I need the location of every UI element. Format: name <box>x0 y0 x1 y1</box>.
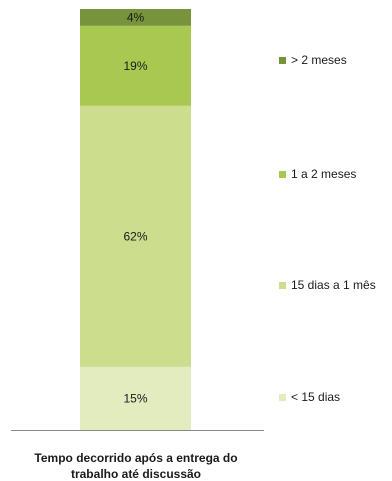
legend-label-3: > 2 meses <box>291 53 347 67</box>
category-label-line-1: Tempo decorrido após a entrega do <box>34 451 237 465</box>
legend-swatch-0 <box>279 394 286 401</box>
legend-item-3: > 2 meses <box>279 53 347 67</box>
data-label-0: 15% <box>123 391 147 405</box>
legend-item-2: 1 a 2 meses <box>279 167 356 181</box>
legend-item-0: < 15 dias <box>279 390 340 404</box>
legend: < 15 dias 15 dias a 1 mês 1 a 2 meses > 2 m… <box>279 53 376 404</box>
data-label-2: 19% <box>123 59 147 73</box>
bar-segment-0 <box>80 366 191 430</box>
legend-swatch-2 <box>279 171 286 178</box>
category-label-line-2: trabalho até discussão <box>71 467 201 481</box>
bar-segments <box>80 9 191 430</box>
legend-label-0: < 15 dias <box>291 390 340 404</box>
data-labels: 15% 62% 19% 4% <box>123 10 147 405</box>
legend-label-1: 15 dias a 1 mês <box>291 278 376 292</box>
legend-swatch-1 <box>279 282 286 289</box>
bar-segment-3 <box>80 9 191 26</box>
legend-item-1: 15 dias a 1 mês <box>279 278 376 292</box>
legend-swatch-3 <box>279 57 286 64</box>
bar-segment-2 <box>80 25 191 106</box>
data-label-1: 62% <box>123 229 147 243</box>
legend-label-2: 1 a 2 meses <box>291 167 356 181</box>
data-label-3: 4% <box>127 10 145 24</box>
bar-segment-1 <box>80 105 191 367</box>
